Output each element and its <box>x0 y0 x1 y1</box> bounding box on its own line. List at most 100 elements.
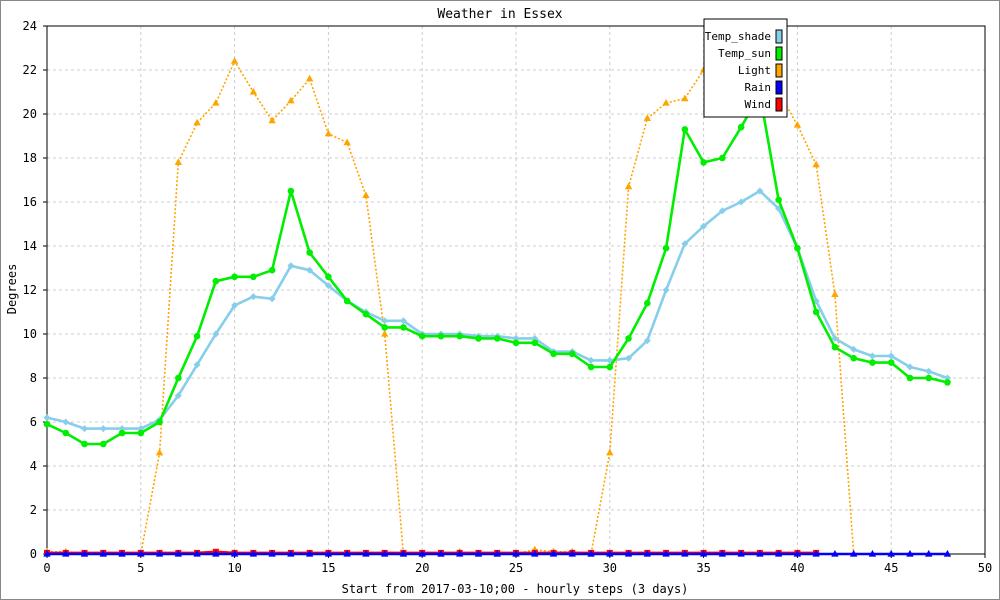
data-point-temp-sun <box>625 335 632 342</box>
y-tick-label: 8 <box>30 371 37 385</box>
data-point-temp-sun <box>362 310 370 318</box>
data-point-temp-sun <box>325 273 332 281</box>
data-point-rain <box>531 550 539 557</box>
legend-box <box>703 18 788 118</box>
data-point-temp-shade <box>99 425 107 433</box>
data-point-temp-sun <box>587 363 595 371</box>
data-point-temp-shade <box>850 345 858 353</box>
data-point-temp-shade <box>756 187 764 195</box>
y-tick-label: 6 <box>30 415 37 429</box>
data-point-temp-sun <box>268 266 276 274</box>
data-point-temp-sun <box>812 308 820 316</box>
data-point-light <box>624 182 633 190</box>
data-point-temp-sun <box>250 273 257 281</box>
data-point-light <box>343 138 351 146</box>
data-point-rain <box>474 550 483 557</box>
y-tick-label: 14 <box>23 239 37 253</box>
y-tick-label: 12 <box>23 283 37 297</box>
data-point-temp-shade <box>587 356 595 364</box>
data-point-rain <box>906 550 914 557</box>
data-point-temp-sun <box>418 332 426 340</box>
data-point-temp-sun <box>175 374 182 382</box>
data-point-rain <box>587 550 595 557</box>
data-point-temp-shade <box>381 317 389 325</box>
data-point-temp-sun <box>193 332 201 340</box>
y-tick-label: 24 <box>23 19 37 33</box>
data-point-temp-shade <box>174 392 182 400</box>
data-point-temp-sun <box>381 324 388 331</box>
data-point-temp-sun <box>944 379 951 386</box>
data-point-temp-sun <box>550 350 557 358</box>
data-point-rain <box>437 550 445 557</box>
data-point-rain <box>62 550 70 557</box>
series-rain <box>43 550 952 557</box>
data-point-rain <box>512 550 520 557</box>
data-point-temp-sun <box>662 244 670 252</box>
data-point-rain <box>606 550 614 557</box>
y-tick-label: 16 <box>23 195 37 209</box>
legend-label-rain: Rain <box>745 81 772 94</box>
data-point-rain <box>99 550 107 557</box>
data-point-rain <box>193 550 201 557</box>
data-point-light <box>812 160 820 168</box>
data-point-temp-sun <box>99 440 107 448</box>
data-point-light <box>606 448 614 456</box>
data-point-rain <box>305 550 314 557</box>
x-tick-label: 40 <box>790 561 804 575</box>
y-tick-label: 20 <box>23 107 37 121</box>
data-point-light <box>831 290 839 297</box>
data-point-temp-sun <box>118 429 126 437</box>
data-point-rain <box>43 550 51 557</box>
data-point-temp-sun <box>925 374 933 382</box>
data-point-temp-sun <box>287 187 295 195</box>
legend-swatch-temp-sun <box>775 46 783 61</box>
data-point-temp-shade <box>306 266 314 274</box>
data-point-temp-sun <box>606 363 614 371</box>
x-tick-label: 0 <box>43 561 50 575</box>
x-tick-label: 25 <box>509 561 523 575</box>
data-point-rain <box>230 550 239 557</box>
y-tick-label: 10 <box>23 327 37 341</box>
data-point-rain <box>849 550 858 557</box>
y-tick-label: 18 <box>23 151 37 165</box>
data-point-light <box>268 116 276 124</box>
y-tick-label: 2 <box>30 503 37 517</box>
data-point-temp-sun <box>737 123 745 131</box>
data-point-temp-sun <box>493 335 501 342</box>
legend-label-temp-sun: Temp_sun <box>718 47 771 60</box>
chart-title: Weather in Essex <box>437 7 562 22</box>
data-point-rain <box>343 550 351 557</box>
data-point-temp-shade <box>887 352 895 360</box>
data-point-rain <box>380 550 389 557</box>
legend-swatch-light <box>775 63 783 78</box>
data-point-temp-sun <box>831 343 839 351</box>
data-point-temp-sun <box>400 324 407 331</box>
data-point-temp-shade <box>287 262 295 270</box>
data-point-rain <box>718 550 727 557</box>
data-point-light <box>380 330 389 337</box>
data-point-rain <box>774 550 783 557</box>
data-point-light <box>681 94 689 102</box>
data-point-rain <box>662 550 670 557</box>
data-point-temp-sun <box>212 277 220 285</box>
data-point-rain <box>493 550 501 557</box>
data-point-light <box>643 114 652 121</box>
data-point-temp-sun <box>62 429 70 437</box>
data-point-temp-shade <box>231 301 239 309</box>
data-point-light <box>287 96 295 104</box>
series-layer <box>43 33 952 557</box>
y-tick-label: 4 <box>30 459 37 473</box>
data-point-temp-shade <box>212 330 220 338</box>
data-point-temp-shade <box>700 222 708 230</box>
data-point-temp-sun <box>568 350 576 358</box>
legend-swatch-wind <box>775 97 783 112</box>
data-point-temp-shade <box>43 414 51 422</box>
data-point-temp-shade <box>868 352 876 360</box>
data-point-light <box>174 158 183 165</box>
data-point-rain <box>568 550 576 557</box>
data-point-temp-sun <box>156 418 163 426</box>
data-point-temp-shade <box>268 295 276 303</box>
data-point-temp-shade <box>324 282 332 290</box>
